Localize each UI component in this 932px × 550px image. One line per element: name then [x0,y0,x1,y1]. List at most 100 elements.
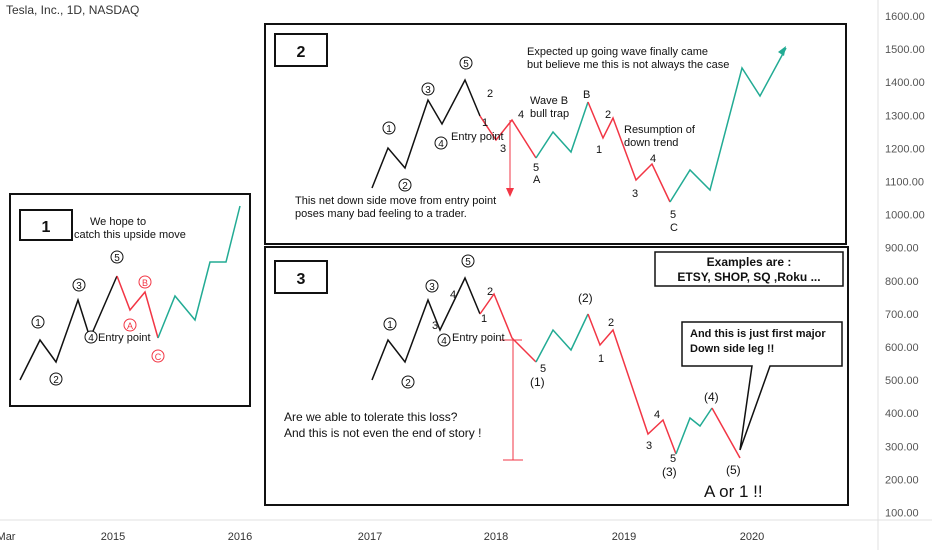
price-tick-label: 600.00 [885,342,919,354]
panel-2-frame [264,23,847,245]
p2-circ-4: 4 [438,139,444,150]
p1-entry-label: Entry point [98,332,151,344]
panel-1-frame [9,193,251,407]
panel-2-green-wave-1 [535,101,589,159]
svg-text:5: 5 [540,363,546,375]
p2-sub-1b: 1 [596,144,602,156]
time-tick-label: 2020 [740,531,764,543]
p3-circ-1: 1 [387,320,393,331]
time-tick-label: 2016 [228,531,252,543]
p2-sub-1: 1 [482,117,488,129]
svg-text:2: 2 [487,286,493,298]
p3-circ-3: 3 [429,282,435,293]
p2-sub-3: 3 [500,143,506,155]
panel-1-green-wave [157,205,241,339]
p3-circ-4: 4 [441,336,447,347]
svg-text:3: 3 [432,320,438,332]
panel-2-bottom-1: This net down side move from entry point [295,195,496,207]
panel-2-green-wave-2 [669,47,787,203]
p3-entry: Entry point [452,332,505,344]
panel-3-frame [264,246,849,506]
panel-2-bottom-2: poses many bad feeling to a trader. [295,208,467,220]
price-tick-label: 900.00 [885,243,919,255]
panel-3-q1: Are we able to tolerate this loss? [284,410,458,424]
panel-2-resume-2: down trend [624,137,678,149]
panel-2-note-2: but believe me this is not always the ca… [527,59,729,71]
panel-2-note-1: Expected up going wave finally came [527,46,708,58]
p2-circ-2: 2 [402,181,408,192]
time-axis: Mar 2015 2016 2017 2018 2019 2020 [0,531,764,543]
panel-2-sub-labels: 1 3 4 Entry point 2 5 A B 2 1 4 3 5 C [451,88,678,234]
p2-sub-4b: 4 [650,153,656,165]
p3-mark-paren-5: (5) [726,463,741,477]
panel-3-wave-marks: 1 2 3 4 5 (1) (2) (3) (4) (5) [383,254,741,479]
panel-3-green-wave-2 [675,407,713,455]
panel-2-circled-marks: 1 2 3 4 5 [382,56,473,192]
p1-mark-4: 4 [88,333,94,344]
p2-circ-5: 5 [463,59,469,70]
panel-2-red-wave-1 [479,115,537,159]
price-tick-label: 800.00 [885,276,919,288]
panel-1-text-2: catch this upside move [74,229,186,241]
panel-2-black-wave [371,78,481,189]
panel-3-red-wave-1 [479,292,537,363]
p2-sub-2: 2 [487,88,493,100]
panel-3-number: 3 [297,271,306,288]
price-tick-label: 100.00 [885,508,919,520]
svg-text:3: 3 [646,440,652,452]
panel-1-text-1: We hope to [90,216,146,228]
p2-sub-5: 5 [533,162,539,174]
p3-mark-paren-2: (2) [578,291,593,305]
p1-mark-A: A [127,321,133,331]
p1-mark-1: 1 [35,318,41,329]
panel-3-examples-1: Examples are : [707,255,792,269]
price-tick-label: 1500.00 [885,44,925,56]
p1-mark-2: 2 [53,375,59,386]
svg-text:2: 2 [608,317,614,329]
panel-3-callout-1: And this is just first major [690,328,826,340]
p2-entry: Entry point [451,131,504,143]
panel-3-q2: And this is not even the end of story ! [284,426,481,440]
p1-mark-C: C [155,352,162,362]
panel-2-waveB-1: Wave B [530,95,568,107]
p2-sub-C: C [670,222,678,234]
p3-circ-5: 5 [465,257,471,268]
panel-3-callout [681,321,843,451]
p3-mark-paren-4: (4) [704,390,719,404]
price-tick-label: 1300.00 [885,110,925,122]
panel-3-green-wave-1 [535,313,589,363]
p2-circ-3: 3 [425,85,431,96]
price-tick-label: 1200.00 [885,143,925,155]
panel-3-red-wave-2 [587,313,677,455]
svg-text:1: 1 [598,353,604,365]
time-tick-label: 2017 [358,531,382,543]
p2-sub-3b: 3 [632,188,638,200]
panel-3-sub-labels: 3 4 2 1 5 2 1 4 3 5 Entry point [432,286,676,465]
panel-3-final: A or 1 !! [704,482,763,501]
svg-text:5: 5 [670,453,676,465]
svg-text:4: 4 [450,289,456,301]
p1-mark-B: B [142,278,148,288]
panel-1: 1 We hope to catch this upside move 1 2 … [9,193,251,407]
panel-1-red-wave [116,275,159,339]
time-tick-label: 2019 [612,531,636,543]
price-tick-label: 200.00 [885,474,919,486]
p2-sub-4: 4 [518,109,524,121]
price-tick-label: 500.00 [885,375,919,387]
panel-3-examples-box [654,251,844,287]
p3-mark-paren-3: (3) [662,465,677,479]
p3-mark-paren-1: (1) [530,375,545,389]
p3-circ-2: 2 [405,378,411,389]
panel-3-black-wave [371,276,481,381]
panel-2-number: 2 [297,44,306,61]
panel-1-number-box [19,209,73,241]
panel-1-black-wave [19,275,118,381]
panel-3-callout-2: Down side leg !! [690,343,774,355]
p2-sub-B: B [583,89,590,101]
panel-2: 2 Expected up going wave finally came bu… [264,23,847,245]
svg-text:1: 1 [481,313,487,325]
panel-2-number-box [274,33,328,67]
p2-sub-2b: 2 [605,109,611,121]
p2-arrowhead [778,46,786,56]
